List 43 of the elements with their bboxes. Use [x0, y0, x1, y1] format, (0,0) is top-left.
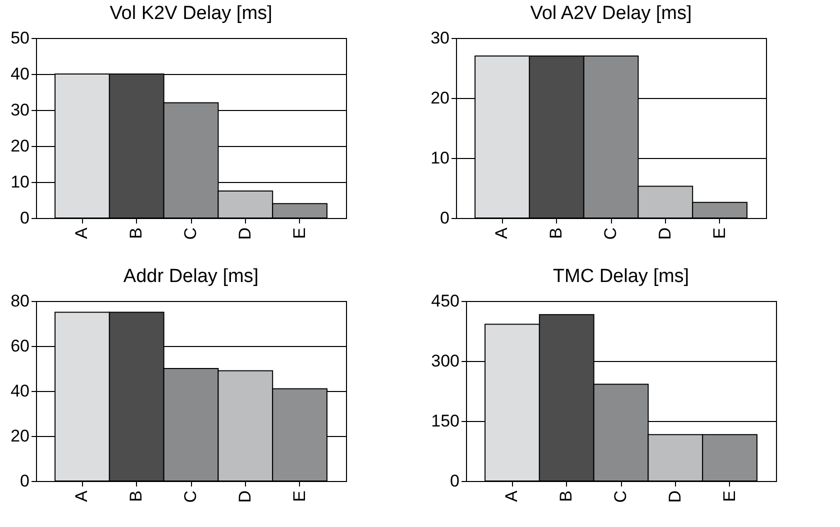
- x-tick-label: D: [235, 228, 254, 240]
- x-tick-label: E: [710, 228, 729, 239]
- y-tick-label: 450: [431, 292, 460, 310]
- x-tick-label: A: [502, 490, 522, 502]
- y-tick-label: 0: [440, 208, 450, 228]
- y-tick-label: 80: [10, 292, 30, 310]
- x-tick-label: C: [601, 228, 620, 240]
- y-tick-label: 150: [431, 412, 460, 430]
- chart-title: Vol A2V Delay [ms]: [530, 3, 692, 24]
- x-tick-label: C: [181, 490, 200, 503]
- y-tick-label: 50: [10, 28, 30, 48]
- y-tick-label: 0: [20, 472, 30, 490]
- x-tick-label: C: [611, 490, 630, 503]
- y-tick-label: 20: [10, 426, 30, 446]
- x-tick-label: D: [235, 490, 254, 503]
- y-tick-label: 60: [10, 336, 30, 356]
- x-tick-label: B: [126, 228, 146, 239]
- y-tick-label: 30: [430, 28, 450, 48]
- chart-title: Addr Delay [ms]: [123, 266, 259, 287]
- x-tick-label: E: [290, 228, 309, 239]
- x-tick-label: A: [72, 490, 92, 502]
- y-tick-label: 10: [430, 148, 450, 168]
- chart-title: TMC Delay [ms]: [552, 266, 690, 287]
- x-tick-label: C: [181, 228, 200, 240]
- x-tick-label: B: [556, 490, 576, 502]
- x-tick-label: A: [492, 226, 512, 239]
- y-tick-label: 0: [20, 208, 30, 228]
- x-tick-label: A: [72, 226, 92, 239]
- y-tick-label: 40: [10, 382, 30, 400]
- x-tick-label: B: [126, 490, 146, 502]
- x-tick-label: B: [546, 228, 566, 239]
- y-tick-label: 0: [450, 472, 460, 490]
- x-tick-label: E: [290, 490, 309, 502]
- chart-title: Vol K2V Delay [ms]: [110, 3, 272, 24]
- y-tick-label: 10: [10, 172, 30, 192]
- x-tick-label: D: [655, 228, 674, 240]
- y-tick-label: 20: [10, 136, 30, 156]
- y-tick-label: 30: [10, 100, 30, 120]
- y-tick-label: 20: [430, 88, 450, 108]
- y-tick-label: 40: [10, 64, 30, 84]
- y-tick-label: 300: [431, 352, 460, 370]
- x-tick-label: E: [720, 490, 739, 502]
- x-tick-label: D: [665, 490, 684, 503]
